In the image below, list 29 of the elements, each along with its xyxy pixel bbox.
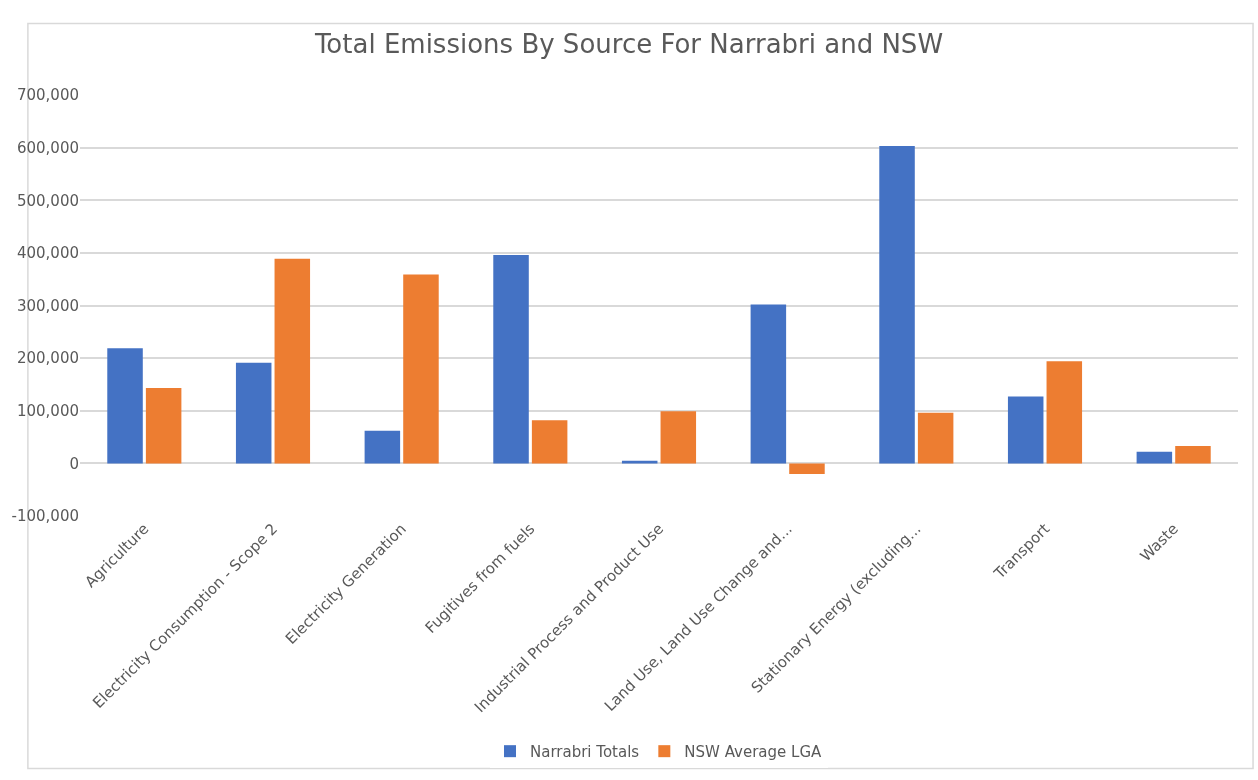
bar [1175,446,1211,464]
y-tick-label: 0 [69,454,79,473]
legend-label: Narrabri Totals [530,743,640,762]
bar [493,254,529,464]
y-tick-label: 600,000 [16,138,79,157]
chart-title: Total Emissions By Source For Narrabri and NSW [313,29,944,60]
legend-label: NSW Average LGA [684,743,823,762]
y-tick-label: 300,000 [16,296,79,315]
bar [1046,361,1083,464]
bar [107,348,143,464]
bar [660,411,697,464]
y-tick-label: 100,000 [16,402,79,420]
bar [274,258,311,464]
bar [1136,451,1173,464]
y-tick-label: 400,000 [16,244,79,263]
bar [917,412,954,464]
bar [403,274,439,464]
y-tick-label: 200,000 [16,349,79,368]
bar [145,388,182,464]
bar [235,362,272,464]
bar [364,430,401,464]
y-tick-label: -100,000 [11,507,79,526]
y-tick-label: 700,000 [16,86,79,105]
bar [531,420,568,464]
bar [879,146,915,464]
bar [1007,396,1044,464]
y-tick-label: 500,000 [16,191,79,210]
bar [750,304,787,464]
bar [789,463,825,474]
